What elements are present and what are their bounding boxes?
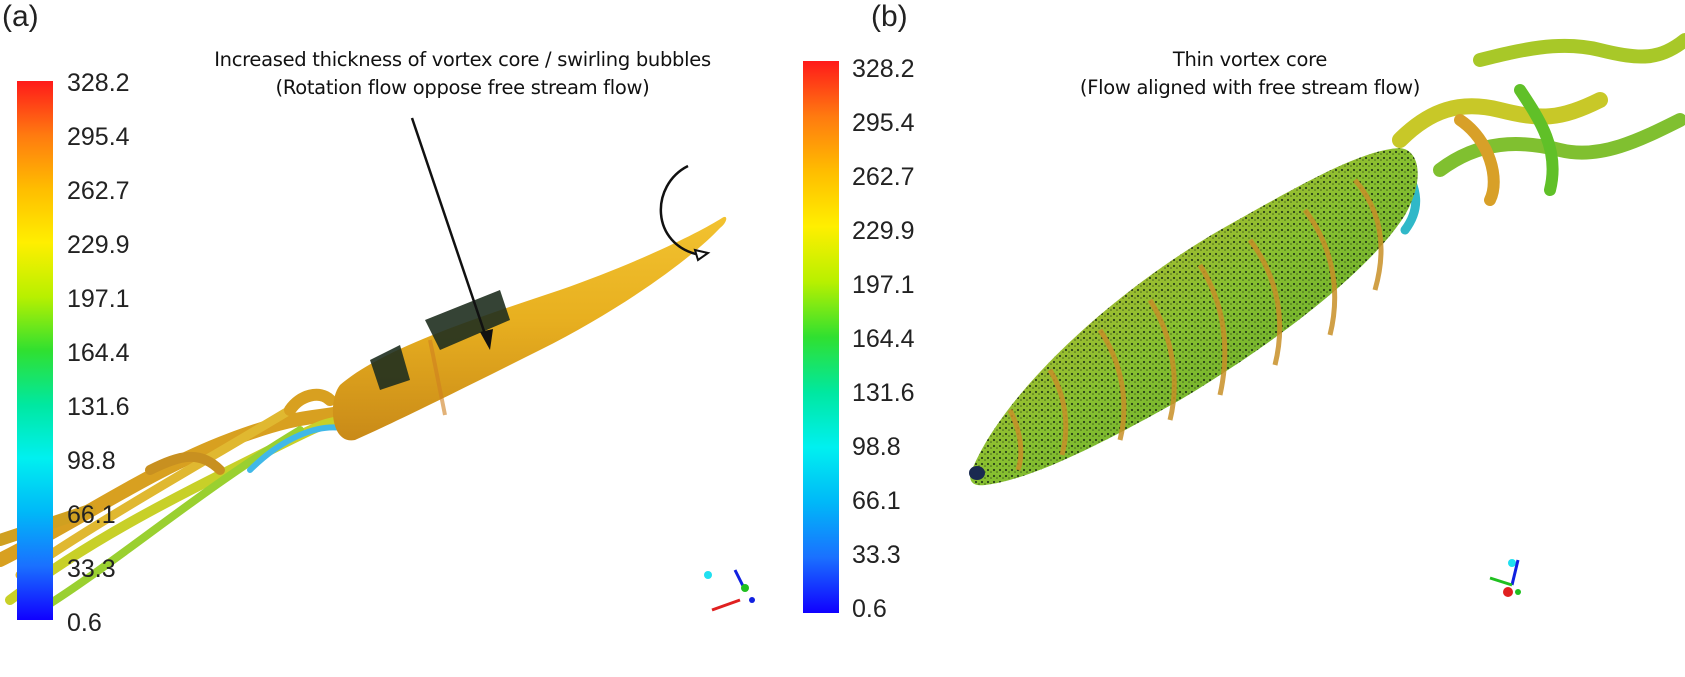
- tick-label: 197.1: [67, 285, 130, 313]
- tick-label: 295.4: [852, 109, 915, 137]
- panel-a: (a): [0, 0, 800, 677]
- tick-label: 33.3: [852, 541, 901, 569]
- tick-label: 262.7: [67, 177, 130, 205]
- tick-label: 164.4: [852, 325, 915, 353]
- tick-label: 131.6: [67, 393, 130, 421]
- tick-label: 33.3: [67, 555, 116, 583]
- tick-label: 98.8: [67, 447, 116, 475]
- annotation-b-line2: (Flow aligned with free stream flow): [1079, 76, 1421, 99]
- panel-label-a: (a): [2, 0, 39, 33]
- tick-label: 66.1: [852, 487, 901, 515]
- annotation-arrow-icon: [410, 117, 489, 341]
- colorbar-b: [803, 61, 839, 613]
- panel-label-b: (b): [871, 0, 908, 33]
- tick-label: 164.4: [67, 339, 130, 367]
- colorbar-a: [17, 81, 53, 620]
- annotation-a: Increased thickness of vortex core / swi…: [175, 46, 750, 102]
- axis-triad-icon-a: [704, 569, 755, 612]
- tick-label: 328.2: [67, 69, 130, 97]
- annotation-a-line2: (Rotation flow oppose free stream flow): [275, 76, 650, 99]
- tick-label: 262.7: [852, 163, 915, 191]
- tick-label: 0.6: [852, 595, 887, 623]
- panel-b: (b): [800, 0, 1685, 677]
- tick-label: 0.6: [67, 609, 102, 637]
- tick-label: 295.4: [67, 123, 130, 151]
- tick-label: 197.1: [852, 271, 915, 299]
- annotation-b: Thin vortex core (Flow aligned with free…: [1050, 46, 1450, 102]
- annotation-b-line1: Thin vortex core: [1172, 48, 1328, 71]
- axis-triad-icon-b: [1489, 559, 1521, 597]
- counter-rotation-arrow-icon: [659, 164, 701, 257]
- tick-label: 328.2: [852, 55, 915, 83]
- tick-label: 66.1: [67, 501, 116, 529]
- tick-label: 229.9: [852, 217, 915, 245]
- tick-label: 229.9: [67, 231, 130, 259]
- tick-label: 98.8: [852, 433, 901, 461]
- tick-label: 131.6: [852, 379, 915, 407]
- annotation-a-line1: Increased thickness of vortex core / swi…: [214, 48, 711, 71]
- vortex-isosurface-b: [969, 33, 1685, 597]
